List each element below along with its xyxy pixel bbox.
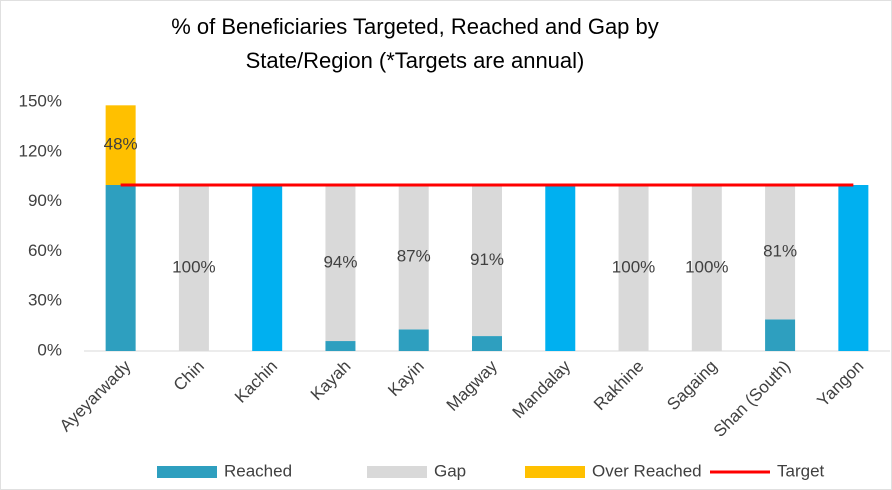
y-tick-label: 30% bbox=[28, 291, 62, 310]
chart-title: % of Beneficiaries Targeted, Reached and… bbox=[171, 14, 659, 39]
bar-segment bbox=[325, 341, 356, 351]
bar-segment bbox=[472, 185, 502, 337]
legend-label: Over Reached bbox=[592, 461, 702, 480]
y-tick-label: 0% bbox=[37, 340, 62, 359]
bar-segment bbox=[398, 185, 429, 330]
bar-segment bbox=[691, 185, 722, 351]
data-label: 81% bbox=[763, 242, 797, 261]
data-label: 48% bbox=[104, 135, 138, 154]
bar-segment bbox=[765, 185, 796, 320]
bar-segment bbox=[178, 185, 209, 351]
bar-segment bbox=[618, 185, 649, 351]
bar-segment bbox=[398, 329, 429, 351]
legend-swatch bbox=[367, 466, 427, 478]
bar-segment bbox=[765, 319, 796, 351]
bar-segment bbox=[545, 185, 576, 351]
data-label: 100% bbox=[172, 257, 215, 276]
y-tick-label: 150% bbox=[19, 91, 62, 110]
bar-segment bbox=[105, 185, 136, 351]
bar-segment bbox=[838, 185, 869, 351]
data-label: 100% bbox=[612, 257, 655, 276]
legend-swatch bbox=[525, 466, 585, 478]
data-label: 91% bbox=[470, 250, 504, 269]
bar-segment bbox=[105, 105, 136, 185]
bar-segment bbox=[325, 185, 356, 342]
legend-label: Gap bbox=[434, 461, 466, 480]
y-tick-label: 120% bbox=[19, 141, 62, 160]
data-label: 100% bbox=[685, 257, 728, 276]
y-tick-label: 90% bbox=[28, 191, 62, 210]
y-tick-label: 60% bbox=[28, 241, 62, 260]
chart-subtitle: State/Region (*Targets are annual) bbox=[246, 48, 585, 73]
data-label: 87% bbox=[397, 247, 431, 266]
legend-label: Reached bbox=[224, 461, 292, 480]
legend-label: Target bbox=[777, 461, 825, 480]
legend-swatch bbox=[157, 466, 217, 478]
data-label: 94% bbox=[323, 253, 357, 272]
bar-segment bbox=[472, 336, 502, 351]
bar-segment bbox=[252, 185, 283, 351]
